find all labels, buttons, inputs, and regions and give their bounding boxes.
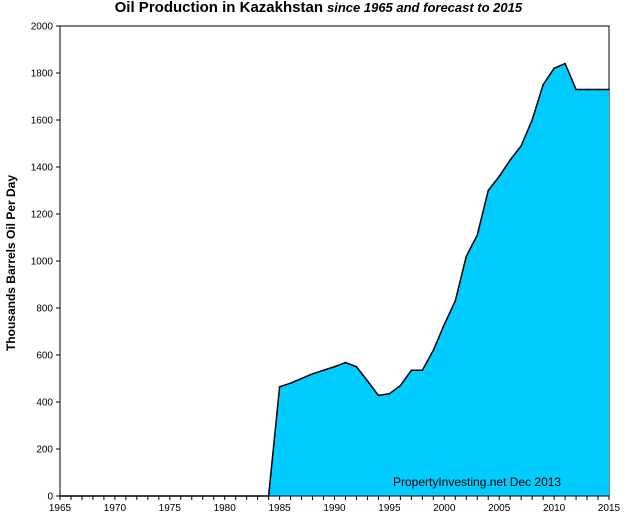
data-point xyxy=(531,119,533,121)
y-tick-label: 1200 xyxy=(31,210,54,221)
data-point xyxy=(432,349,435,352)
data-point xyxy=(278,385,281,388)
x-tick-label: 1995 xyxy=(378,503,401,514)
source-annotation: PropertyInvesting.net Dec 2013 xyxy=(393,475,561,489)
data-point xyxy=(399,384,402,387)
chart-subtitle: since 1965 and forecast to 2015 xyxy=(327,0,523,15)
y-tick-label: 2000 xyxy=(31,22,54,33)
data-point xyxy=(465,255,468,258)
x-tick-label: 2000 xyxy=(433,503,456,514)
data-point xyxy=(289,382,292,385)
production-area xyxy=(60,63,609,496)
data-point xyxy=(498,175,501,178)
data-point xyxy=(333,365,336,368)
data-point xyxy=(300,377,303,380)
data-point xyxy=(421,369,424,372)
data-point xyxy=(564,62,566,65)
data-point xyxy=(366,380,369,382)
data-point xyxy=(322,369,325,372)
data-point xyxy=(443,323,446,326)
x-tick-label: 1980 xyxy=(214,503,237,514)
y-tick-label: 200 xyxy=(36,445,53,456)
data-point xyxy=(553,67,555,70)
plot-area: 0 200 400 600 800 1000 1200 1400 1600 1800 2000 196… xyxy=(31,22,621,515)
chart-title: Oil Production in Kazakhstan xyxy=(115,0,323,16)
y-tick-label: 400 xyxy=(36,398,53,409)
data-point xyxy=(575,88,577,91)
x-tick-label: 2015 xyxy=(598,503,621,514)
y-tick-label: 0 xyxy=(47,492,53,503)
data-point xyxy=(476,234,479,236)
data-point xyxy=(410,369,413,372)
data-point xyxy=(355,365,358,368)
x-tick-label: 1970 xyxy=(104,503,127,514)
data-point xyxy=(509,159,511,161)
data-point xyxy=(344,361,347,364)
x-tick-label: 2010 xyxy=(543,503,566,514)
y-tick-label: 800 xyxy=(36,304,53,315)
x-tick-label: 1975 xyxy=(159,503,182,514)
x-tick-label: 1990 xyxy=(323,503,346,514)
data-point xyxy=(454,300,457,302)
y-axis-label: Thousands Barrels Oil Per Day xyxy=(4,175,18,351)
y-tick-label: 1400 xyxy=(31,163,54,174)
x-tick-label: 1965 xyxy=(49,503,72,514)
y-tick-label: 1600 xyxy=(31,116,54,127)
data-point xyxy=(311,373,314,375)
x-tick-label: 1985 xyxy=(268,503,291,514)
data-point xyxy=(597,88,599,91)
y-tick-label: 600 xyxy=(36,351,53,362)
data-point xyxy=(377,394,380,397)
data-point xyxy=(388,392,391,395)
data-point xyxy=(586,88,588,91)
data-point xyxy=(542,83,544,86)
y-tick-label: 1800 xyxy=(31,69,54,80)
y-tick-label: 1000 xyxy=(31,257,54,268)
x-tick-label: 2005 xyxy=(488,503,511,514)
data-point xyxy=(487,189,490,192)
data-point xyxy=(608,88,610,91)
data-point xyxy=(520,145,522,147)
